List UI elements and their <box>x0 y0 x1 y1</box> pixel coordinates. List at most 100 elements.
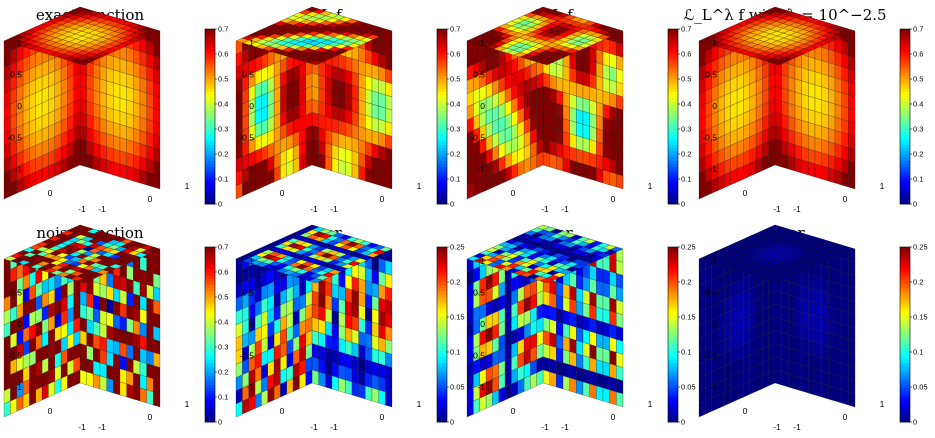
cell <box>99 375 107 392</box>
colorbar-swatch <box>668 169 678 174</box>
colorbar-swatch <box>205 303 215 307</box>
colorbar-swatch <box>437 287 447 292</box>
cell <box>338 377 346 394</box>
cell <box>79 112 87 128</box>
colorbar-swatch <box>900 119 910 124</box>
colorbar-swatch <box>437 144 447 149</box>
cell <box>549 292 557 309</box>
cell <box>385 352 393 368</box>
cell <box>345 69 353 85</box>
cell <box>345 340 353 356</box>
colorbar-swatch <box>668 125 678 130</box>
cell <box>609 171 617 188</box>
cell <box>582 58 590 74</box>
y-tick-label: -1 <box>561 204 569 214</box>
z-tick-label: 0.5 <box>705 70 717 80</box>
colorbar-swatch <box>668 293 678 298</box>
colorbar-swatch <box>900 287 910 292</box>
x-tick-label: -1 <box>541 204 549 214</box>
cell <box>562 296 570 313</box>
cell <box>801 325 809 341</box>
colorbar-tick-label: 0.1 <box>681 175 691 184</box>
cell <box>602 103 610 120</box>
z-tick-label: -1 <box>14 164 22 174</box>
cell <box>582 137 590 153</box>
cell <box>331 144 339 160</box>
cell <box>549 345 557 361</box>
cell <box>338 93 346 110</box>
colorbar-swatch <box>205 125 215 130</box>
colorbar-tick-label: 0.25 <box>450 243 465 252</box>
colorbar-tick-label: 0 <box>913 418 917 427</box>
cell <box>562 131 570 147</box>
colorbar-swatch <box>668 281 678 285</box>
cell <box>331 65 339 81</box>
cell <box>562 144 570 160</box>
cell <box>358 113 366 129</box>
cell <box>126 265 134 281</box>
cell <box>331 362 339 378</box>
cell <box>602 374 610 390</box>
panel-7: error10.50-0.5-10-1-10100.050.10.150.20.… <box>466 224 696 432</box>
cell <box>325 334 333 350</box>
colorbar-swatch <box>900 293 910 298</box>
cell <box>596 319 604 336</box>
cell <box>808 353 816 369</box>
cell <box>106 93 114 110</box>
cell <box>616 55 624 71</box>
cell <box>582 163 590 180</box>
colorbar-tick-label: 0 <box>450 200 454 209</box>
cell <box>828 75 836 91</box>
cell <box>119 329 127 345</box>
colorbar-swatch <box>900 278 910 282</box>
cell <box>808 135 816 151</box>
cell <box>113 353 121 369</box>
cell <box>139 77 147 93</box>
colorbar-swatch <box>900 328 910 332</box>
cell <box>126 113 134 129</box>
colorbar-swatch <box>437 191 447 196</box>
colorbar-swatch <box>668 69 678 74</box>
colorbar-swatch <box>205 194 215 199</box>
cell <box>99 309 107 326</box>
cell <box>86 61 94 77</box>
cell <box>139 117 147 133</box>
cell <box>358 165 366 182</box>
colorbar-swatch <box>668 350 678 354</box>
colorbar-tick-label: 0.1 <box>218 175 228 184</box>
cell <box>99 78 107 95</box>
colorbar-swatch <box>205 259 215 264</box>
cell <box>556 334 564 350</box>
cell <box>821 331 829 347</box>
cell <box>139 295 147 311</box>
cell <box>576 122 584 138</box>
cell <box>365 280 373 296</box>
cell <box>821 291 829 307</box>
cell <box>86 153 94 170</box>
colorbar-swatch <box>668 66 678 71</box>
colorbar-swatch <box>900 82 910 86</box>
colorbar-swatch <box>668 38 678 42</box>
cell <box>153 378 161 394</box>
z-tick-label: 0.5 <box>705 288 717 298</box>
cell <box>556 307 564 324</box>
colorbar-swatch <box>205 340 215 345</box>
colorbar-swatch <box>437 150 447 155</box>
z-tick-label: -1 <box>709 382 717 392</box>
colorbar-swatch <box>900 125 910 130</box>
z-tick-label: -0.5 <box>702 351 717 361</box>
cell <box>848 378 856 394</box>
cell <box>79 85 87 102</box>
colorbar-swatch <box>437 54 447 58</box>
cell <box>93 142 101 158</box>
cell <box>808 300 816 317</box>
colorbar-swatch <box>205 157 215 161</box>
colorbar-swatch <box>437 250 447 254</box>
cell <box>139 361 147 377</box>
colorbar-swatch <box>668 275 678 279</box>
cell <box>365 141 373 157</box>
cell <box>821 152 829 168</box>
colorbar-swatch <box>437 79 447 83</box>
cell <box>828 385 836 402</box>
cell <box>86 87 94 104</box>
